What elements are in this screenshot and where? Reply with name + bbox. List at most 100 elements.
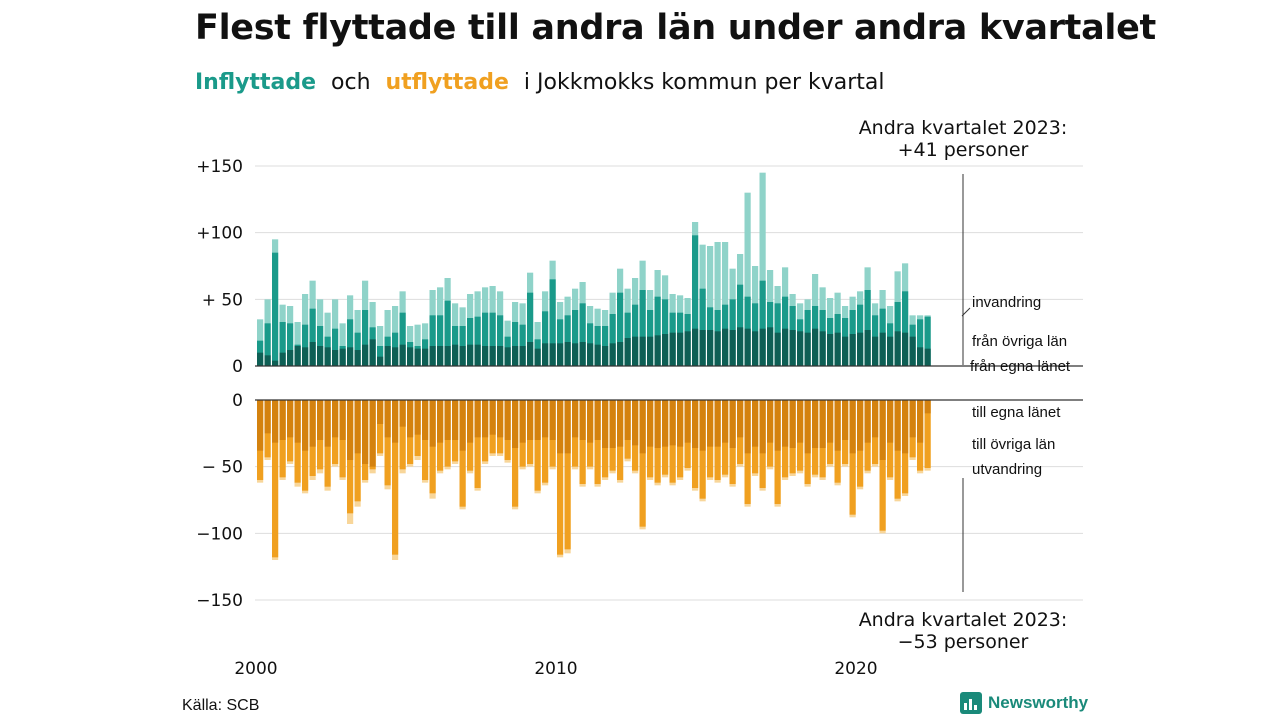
bar-top-ovriga [437, 315, 444, 366]
series-label-top: invandring [972, 294, 1041, 311]
annotation-bottom-line1: Andra kvartalet 2023: [859, 609, 1068, 631]
bar-top-egna [302, 347, 309, 366]
bar-top-egna [332, 350, 339, 366]
bar-top-egna [654, 335, 661, 366]
bar-top-egna [864, 330, 871, 366]
bar-bottom-ovriga [639, 400, 646, 527]
bar-bottom-egna [917, 400, 924, 443]
bar-top-ovriga [579, 303, 586, 366]
y-tick-label-top: +100 [196, 224, 243, 244]
bar-top-ovriga [572, 310, 579, 366]
bar-bottom-egna [692, 400, 699, 448]
bar-top-ovriga [264, 323, 271, 366]
bar-bottom-ovriga [399, 400, 406, 470]
bar-bottom-egna [857, 400, 864, 451]
bar-bottom-egna [594, 400, 601, 440]
label-leader [961, 307, 971, 317]
bar-top-ovriga [737, 284, 744, 366]
bar-bottom-egna [647, 400, 654, 447]
bar-bottom-egna [399, 400, 406, 427]
bar-top-egna [752, 331, 759, 366]
bar-bottom-ovriga [774, 400, 781, 504]
bar-top-ovriga [632, 304, 639, 366]
bar-top-egna [774, 332, 781, 366]
bar-bottom-ovriga [392, 400, 399, 555]
bar-bottom-egna [774, 400, 781, 451]
bar-top-invandring [714, 242, 721, 366]
bar-bottom-ovriga [557, 400, 564, 555]
bar-top-egna [677, 332, 684, 366]
bar-top-egna [632, 336, 639, 366]
y-tick-label-bottom: 0 [232, 391, 243, 411]
chart-subtitle: Inflyttade och utflyttade i Jokkmokks ko… [195, 70, 884, 95]
bar-top-ovriga [519, 324, 526, 366]
bar-top-egna [437, 346, 444, 366]
bar-top-egna [317, 346, 324, 366]
bar-bottom-egna [414, 400, 421, 435]
bar-bottom-egna [662, 400, 669, 447]
bar-bottom-egna [759, 400, 766, 454]
bar-top-ovriga [699, 288, 706, 366]
bar-bottom-ovriga [272, 400, 279, 558]
bar-top-ovriga [917, 319, 924, 366]
bar-top-egna [804, 332, 811, 366]
bar-bottom-egna [609, 400, 616, 448]
bar-bottom-egna [527, 400, 534, 440]
bar-top-egna [377, 356, 384, 366]
bar-bottom-egna [452, 400, 459, 440]
bar-top-egna [759, 328, 766, 366]
subtitle-rest: i Jokkmokks kommun per kvartal [523, 70, 885, 95]
bar-bottom-egna [804, 400, 811, 454]
bar-top-egna [422, 348, 429, 366]
bar-top-invandring [294, 322, 301, 366]
bar-top-invandring [722, 242, 729, 366]
bar-top-egna [512, 346, 519, 366]
bar-bottom-egna [632, 400, 639, 446]
bar-top-egna [407, 347, 414, 366]
bar-bottom-egna [407, 400, 414, 438]
bar-bottom-ovriga [564, 400, 571, 550]
bar-bottom-egna [909, 400, 916, 438]
bar-top-egna [339, 348, 346, 366]
bar-bottom-egna [872, 400, 879, 438]
bar-top-ovriga [639, 290, 646, 366]
bar-top-egna [692, 328, 699, 366]
bar-bottom-ovriga [429, 400, 436, 494]
bar-top-egna [602, 346, 609, 366]
bar-top-ovriga [377, 346, 384, 366]
x-tick-label: 2020 [834, 659, 877, 679]
bar-top-egna [707, 330, 714, 366]
bar-bottom-egna [369, 400, 376, 467]
bar-bottom-egna [504, 400, 511, 440]
bar-bottom-egna [264, 400, 271, 434]
bar-bottom-egna [317, 400, 324, 440]
bar-top-egna [482, 346, 489, 366]
bar-top-invandring [414, 324, 421, 366]
bar-bottom-egna [542, 400, 549, 438]
bar-top-egna [572, 343, 579, 366]
subtitle-och: och [331, 70, 371, 95]
bar-bottom-ovriga [459, 400, 466, 507]
annotation-top-line1: Andra kvartalet 2023: [859, 117, 1068, 139]
bar-top-egna [714, 331, 721, 366]
y-tick-label-bottom: −100 [196, 524, 243, 544]
bar-top-egna [369, 339, 376, 366]
bar-bottom-ovriga [377, 400, 384, 454]
bar-bottom-ovriga [879, 400, 886, 531]
bar-bottom-egna [467, 400, 474, 443]
bar-top-ovriga [399, 312, 406, 366]
bar-top-egna [264, 355, 271, 366]
bar-bottom-egna [834, 400, 841, 451]
bar-bottom-egna [684, 400, 691, 443]
bar-top-egna [309, 342, 316, 366]
bar-bottom-egna [339, 400, 346, 440]
bar-top-egna [789, 330, 796, 366]
bar-top-ovriga [272, 252, 279, 366]
y-tick-label-top: 0 [232, 357, 243, 377]
y-tick-label-bottom: − 50 [202, 458, 243, 478]
series-label-bottom: till övriga län [972, 436, 1055, 453]
bar-bottom-egna [737, 400, 744, 438]
bar-bottom-egna [767, 400, 774, 443]
brand-name: Newsworthy [988, 693, 1089, 712]
bar-top-ovriga [924, 316, 931, 366]
